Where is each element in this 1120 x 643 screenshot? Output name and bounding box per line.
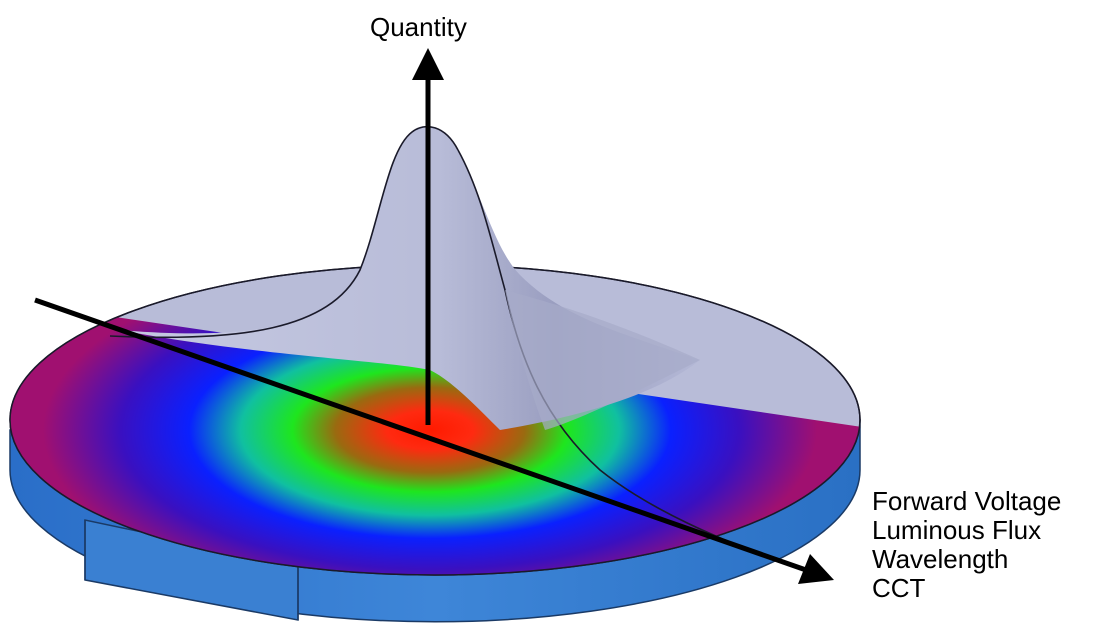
vertical-axis-label: Quantity xyxy=(370,12,467,42)
triangle-arrowhead-icon xyxy=(798,554,834,584)
triangle-arrowhead-icon xyxy=(412,48,444,80)
axis-label-luminous-flux: Luminous Flux xyxy=(872,515,1042,545)
horizontal-axis-labels: Forward Voltage Luminous Flux Wavelength… xyxy=(872,487,1061,603)
vertical-axis xyxy=(412,48,444,425)
distribution-peak xyxy=(109,125,791,566)
axis-label-forward-voltage: Forward Voltage xyxy=(872,486,1062,516)
axis-label-wavelength: Wavelength xyxy=(872,544,1009,574)
horizontal-axis xyxy=(34,297,834,584)
axis-label-cct: CCT xyxy=(872,573,926,603)
